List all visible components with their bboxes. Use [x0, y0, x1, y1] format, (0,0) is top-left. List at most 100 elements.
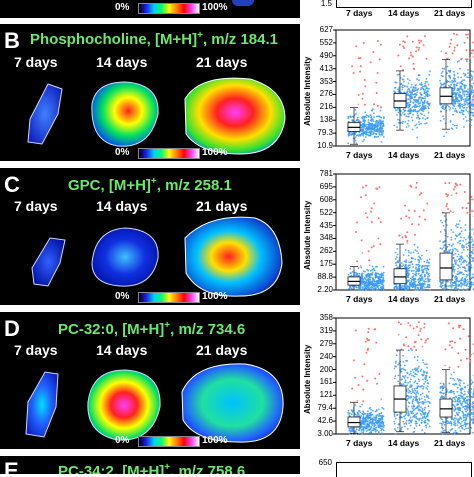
data-point [427, 385, 429, 387]
data-point [442, 106, 444, 108]
data-point [455, 108, 457, 110]
data-point [464, 267, 466, 269]
data-point [452, 124, 454, 126]
data-point [455, 84, 457, 86]
data-point [457, 391, 459, 393]
data-point [358, 410, 360, 412]
data-point [383, 136, 385, 138]
data-point [426, 92, 428, 94]
data-point [459, 112, 461, 114]
axis-box [336, 0, 472, 8]
data-point [418, 121, 420, 123]
data-point [425, 401, 427, 403]
data-point [466, 407, 468, 409]
data-point [470, 62, 472, 64]
outlier-point [469, 360, 471, 362]
data-point [443, 251, 445, 253]
data-point [460, 286, 462, 288]
data-point [366, 289, 368, 291]
data-point [407, 272, 409, 274]
data-point [424, 267, 426, 269]
data-point [465, 116, 467, 118]
data-point [364, 112, 366, 114]
data-point [426, 375, 428, 377]
data-point [425, 118, 427, 120]
data-point [465, 411, 467, 413]
data-point [471, 79, 473, 81]
data-point [377, 422, 379, 424]
data-point [424, 396, 426, 398]
data-point [417, 390, 419, 392]
data-point [454, 401, 456, 403]
data-point [429, 286, 431, 288]
data-point [471, 257, 473, 259]
data-point [412, 402, 414, 404]
outlier-point [413, 63, 415, 65]
data-point [453, 257, 455, 259]
data-point [468, 113, 470, 115]
outlier-point [362, 98, 364, 100]
data-point [466, 91, 468, 93]
outlier-point [405, 215, 407, 217]
data-point [453, 372, 455, 374]
outlier-point [449, 341, 451, 343]
data-point [362, 135, 364, 137]
outlier-point [470, 354, 472, 356]
data-point [408, 274, 410, 276]
data-point [361, 432, 363, 434]
data-point [472, 396, 474, 398]
data-point [458, 233, 460, 235]
outlier-point [423, 44, 425, 46]
data-point [471, 413, 473, 415]
data-point [450, 84, 452, 86]
data-point [414, 390, 416, 392]
data-point [383, 266, 385, 268]
data-point [440, 85, 442, 87]
data-point [443, 225, 445, 227]
data-point [413, 375, 415, 377]
data-point [422, 359, 424, 361]
data-point [458, 427, 460, 429]
data-point [408, 422, 410, 424]
data-point [454, 287, 456, 289]
data-point [412, 102, 414, 104]
data-point [419, 106, 421, 108]
data-point [462, 428, 464, 430]
data-point [421, 255, 423, 257]
y-tick: 650 [304, 458, 332, 467]
data-point [463, 99, 465, 101]
data-point [469, 116, 471, 118]
data-point [468, 267, 470, 269]
data-point [447, 423, 449, 425]
x-tick-7-days: 7 days [346, 294, 372, 304]
data-point [466, 120, 468, 122]
data-point [395, 262, 397, 264]
data-point [409, 80, 411, 82]
scale-max-label: 100% [202, 291, 228, 302]
data-point [424, 83, 426, 85]
data-point [455, 423, 457, 425]
data-point [410, 395, 412, 397]
scale-min-label: 0% [115, 2, 129, 13]
data-point [402, 361, 404, 363]
x-tick-21-days: 21 days [434, 294, 465, 304]
data-point [420, 275, 422, 277]
data-point [418, 260, 420, 262]
data-point [469, 412, 471, 414]
data-point [453, 86, 455, 88]
data-point [455, 264, 457, 266]
data-point [376, 285, 378, 287]
data-point [393, 421, 395, 423]
data-point [373, 132, 375, 134]
data-point [420, 102, 422, 104]
data-point [463, 249, 465, 251]
data-point [416, 425, 418, 427]
data-point [362, 129, 364, 131]
intensity-colorbar [138, 148, 200, 159]
data-point [414, 417, 416, 419]
data-point [422, 417, 424, 419]
x-tick-7-days: 7 days [346, 8, 372, 18]
outlier-point [366, 380, 368, 382]
data-point [469, 257, 471, 259]
outlier-point [448, 182, 450, 184]
